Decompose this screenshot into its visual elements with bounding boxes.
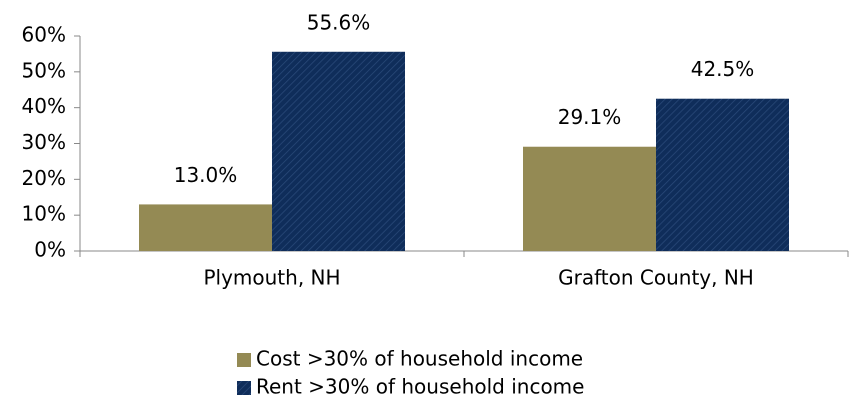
bar (523, 146, 656, 251)
bar (139, 204, 272, 251)
y-tick-label: 60% (22, 23, 66, 47)
y-tick-label: 30% (22, 130, 66, 154)
x-tick-label: Grafton County, NH (558, 266, 754, 290)
bar (272, 51, 405, 252)
y-tick-label: 0% (34, 238, 66, 262)
legend-swatch (237, 381, 251, 395)
bar (656, 98, 789, 251)
legend-label: Cost >30% of household income (256, 347, 583, 371)
value-label: 29.1% (558, 105, 622, 129)
y-tick-label: 40% (22, 94, 66, 118)
y-tick-label: 10% (22, 202, 66, 226)
x-tick-label: Plymouth, NH (203, 266, 340, 290)
legend-swatch (237, 353, 251, 367)
y-tick-label: 50% (22, 58, 66, 82)
value-label: 42.5% (691, 57, 755, 81)
value-label: 55.6% (307, 10, 371, 34)
legend-label: Rent >30% of household income (256, 375, 584, 399)
value-label: 13.0% (174, 163, 238, 187)
y-tick-label: 20% (22, 166, 66, 190)
